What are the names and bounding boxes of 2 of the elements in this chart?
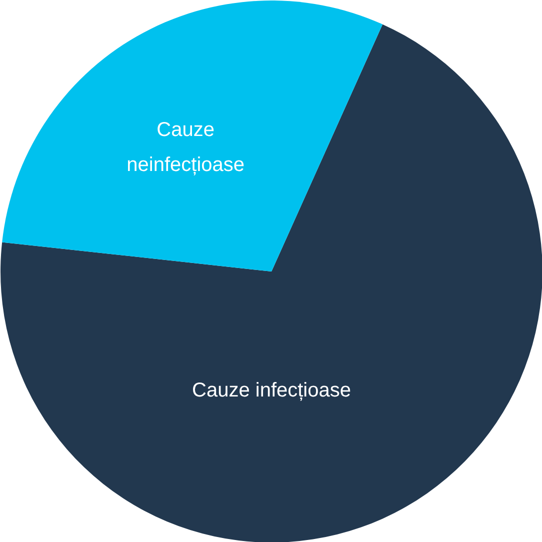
slice-label: Cauze neinfecțioase: [126, 118, 245, 176]
slice-label: Cauze infecțioase: [192, 380, 351, 402]
